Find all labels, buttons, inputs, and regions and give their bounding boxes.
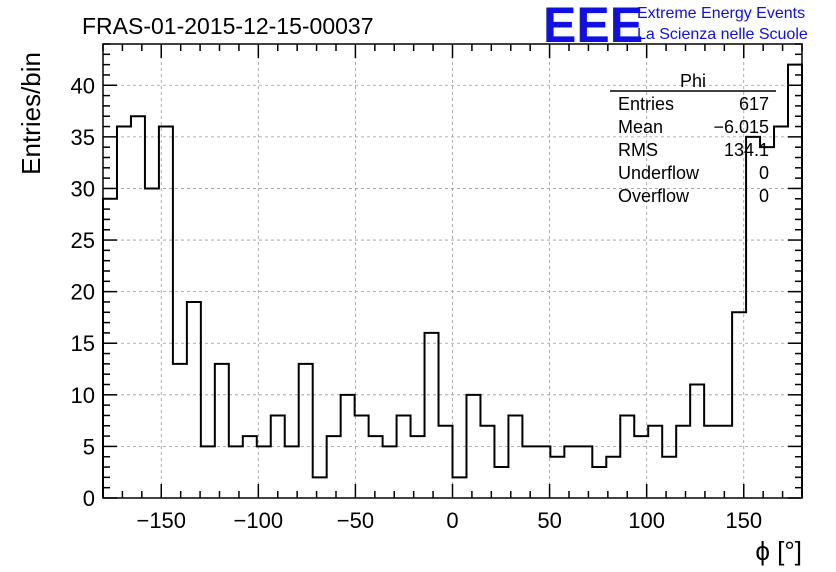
histogram-bin — [690, 385, 704, 499]
histogram-bin — [341, 395, 355, 498]
eee-logo-mark: EEE — [543, 0, 643, 53]
histogram-bin — [201, 446, 215, 498]
histogram-bin — [397, 415, 411, 498]
x-tick-label: 100 — [628, 508, 665, 533]
histogram-bin — [369, 436, 383, 498]
stats-row-label: Entries — [618, 94, 674, 114]
histogram-bin — [327, 436, 341, 498]
eee-logo: EEE Extreme Energy Events La Scienza nel… — [543, 0, 808, 53]
histogram-bin — [648, 426, 662, 498]
x-tick-label: 50 — [537, 508, 561, 533]
histogram-bin — [103, 199, 117, 498]
y-tick-label: 40 — [71, 73, 95, 98]
histogram-bin — [592, 467, 606, 498]
y-axis-ticks: 0 5 10 15 20 25 30 35 40 — [71, 43, 802, 511]
histogram-series — [102, 63, 803, 499]
histogram-bin — [676, 426, 690, 498]
x-axis-ticks: −150 −100 −50 0 50 100 150 — [102, 44, 803, 533]
histogram-bin — [774, 127, 788, 498]
histogram-bin — [453, 477, 467, 498]
eee-logo-line2: La Scienza nelle Scuole — [637, 26, 808, 43]
histogram-bin — [662, 457, 676, 498]
stats-row-value: 134.1 — [724, 140, 769, 160]
histogram-bin — [732, 312, 746, 498]
stats-box: Phi Entries 617 Mean −6.015 RMS 134.1 Underflo… — [610, 71, 776, 206]
histogram-outline — [102, 63, 803, 498]
x-tick-label: 150 — [725, 508, 762, 533]
histogram-bin — [425, 333, 439, 498]
x-tick-label: −50 — [337, 508, 374, 533]
histogram-bin — [480, 426, 494, 498]
stats-row-label: Underflow — [618, 163, 700, 183]
stats-row-value: 617 — [739, 94, 769, 114]
histogram-bin — [704, 426, 718, 498]
histogram-bin — [494, 467, 508, 498]
histogram-bin — [536, 446, 550, 498]
histogram-bin — [271, 415, 285, 498]
stats-row-label: Overflow — [618, 186, 690, 206]
histogram-bin — [173, 364, 187, 498]
histogram-bin — [620, 415, 634, 498]
histogram-bin — [285, 446, 299, 498]
histogram-bin — [508, 415, 522, 498]
y-tick-label: 0 — [83, 486, 95, 511]
histogram-bin — [578, 446, 592, 498]
histogram-bin — [117, 127, 131, 498]
x-axis-title: ϕ [°] — [755, 536, 802, 566]
eee-logo-line1: Extreme Energy Events — [637, 5, 805, 22]
histogram-bin — [550, 457, 564, 498]
histogram-bin — [439, 426, 453, 498]
y-tick-label: 5 — [83, 434, 95, 459]
stats-row-label: Mean — [618, 117, 663, 137]
stats-row-label: RMS — [618, 140, 658, 160]
stats-box-rows: Entries 617 Mean −6.015 RMS 134.1 Underflow 0 Ov… — [618, 94, 769, 206]
histogram-bin — [159, 127, 173, 498]
y-tick-label: 30 — [71, 176, 95, 201]
y-tick-label: 25 — [71, 228, 95, 253]
histogram-bin — [243, 436, 257, 498]
histogram-bin — [522, 446, 536, 498]
histogram-bin — [746, 137, 760, 498]
histogram-bin — [187, 302, 201, 498]
stats-row-value: −6.015 — [713, 117, 769, 137]
grid-lines — [103, 44, 802, 498]
histogram-bin — [313, 477, 327, 498]
y-tick-label: 15 — [71, 331, 95, 356]
histogram-bin — [718, 426, 732, 498]
histogram-bin — [131, 116, 145, 498]
histogram-bin — [564, 446, 578, 498]
x-tick-label: 0 — [446, 508, 458, 533]
stats-row-value: 0 — [759, 186, 769, 206]
stats-row-value: 0 — [759, 163, 769, 183]
y-tick-label: 20 — [71, 280, 95, 305]
histogram-bin — [215, 364, 229, 498]
y-tick-label: 10 — [71, 383, 95, 408]
stats-box-title: Phi — [680, 71, 706, 91]
x-tick-label: −150 — [136, 508, 186, 533]
y-tick-label: 35 — [71, 125, 95, 150]
y-axis-title: Entries/bin — [16, 52, 46, 175]
histogram-bin — [299, 364, 313, 498]
histogram-bin — [466, 395, 480, 498]
histogram-bin — [411, 436, 425, 498]
histogram-bin — [383, 446, 397, 498]
histogram-bin — [229, 446, 243, 498]
x-tick-label: −100 — [234, 508, 284, 533]
histogram-bin — [145, 188, 159, 498]
chart-title: FRAS-01-2015-12-15-00037 — [82, 13, 374, 39]
histogram-bin — [355, 415, 369, 498]
